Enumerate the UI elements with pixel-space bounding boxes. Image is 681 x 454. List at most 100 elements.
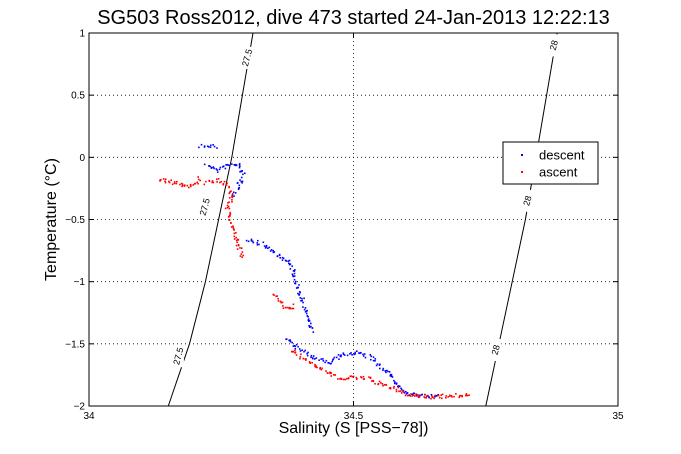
ascent-point <box>239 255 242 257</box>
descent-point <box>206 145 209 148</box>
descent-point <box>237 188 240 190</box>
descent-point <box>358 352 360 354</box>
descent-point <box>273 251 276 253</box>
descent-point <box>314 358 316 360</box>
ascent-point <box>292 350 295 353</box>
ascent-point <box>233 229 235 231</box>
ascent-point <box>282 305 284 307</box>
descent-point <box>272 251 275 254</box>
ascent-point <box>432 396 434 398</box>
ascent-point <box>453 395 455 398</box>
ascent-point <box>433 397 435 400</box>
ascent-point <box>314 363 316 366</box>
ascent-point <box>217 178 220 180</box>
descent-point <box>250 239 253 242</box>
ascent-point <box>168 180 170 183</box>
descent-point <box>209 146 212 149</box>
ascent-point <box>424 396 426 399</box>
ascent-point <box>342 378 345 381</box>
descent-point <box>252 241 255 244</box>
descent-point <box>370 358 372 361</box>
ascent-point <box>225 184 228 186</box>
y-tick-label: 0.5 <box>71 91 85 102</box>
descent-point <box>298 348 301 350</box>
ascent-point <box>242 254 245 257</box>
descent-point <box>297 292 299 295</box>
ascent-point <box>228 192 231 195</box>
contour-label: 28 <box>521 195 533 207</box>
descent-point <box>285 338 288 340</box>
ascent-point <box>346 378 348 380</box>
ascent-point <box>181 185 183 188</box>
ascent-point <box>398 390 400 393</box>
descent-point <box>337 354 340 356</box>
descent-point <box>369 354 372 356</box>
descent-point <box>306 315 309 317</box>
ascent-point <box>230 222 232 224</box>
ascent-point <box>352 375 355 378</box>
descent-point <box>289 268 292 270</box>
descent-point <box>240 170 242 173</box>
contour-label-bg <box>173 345 184 368</box>
descent-point <box>435 395 437 397</box>
descent-point <box>299 297 302 299</box>
ascent-point <box>382 384 384 387</box>
descent-point <box>288 339 290 342</box>
y-tick-label: 0 <box>79 153 85 164</box>
descent-point <box>233 195 235 197</box>
ascent-point <box>363 378 365 380</box>
ascent-point <box>459 395 462 397</box>
ascent-point <box>441 393 444 396</box>
descent-point <box>408 394 411 396</box>
ascent-point <box>402 390 404 393</box>
ascent-point <box>228 216 230 218</box>
descent-point <box>241 182 243 184</box>
ascent-point <box>356 378 358 380</box>
ascent-point <box>284 306 287 309</box>
ascent-point <box>277 297 279 300</box>
ascent-point <box>232 228 235 230</box>
ascent-point <box>351 375 354 378</box>
descent-point <box>297 345 299 348</box>
ascent-point <box>333 374 335 376</box>
descent-point <box>200 143 203 146</box>
descent-point <box>198 146 200 149</box>
descent-point <box>293 272 296 275</box>
ascent-point <box>228 207 231 210</box>
ascent-point <box>226 204 229 207</box>
descent-point <box>301 299 303 302</box>
ascent-point <box>295 354 298 356</box>
descent-point <box>379 367 381 370</box>
descent-point <box>208 146 210 148</box>
ascent-point <box>205 180 207 183</box>
descent-point <box>378 364 381 366</box>
ascent-point <box>181 183 184 185</box>
ascent-point <box>231 195 233 198</box>
descent-point <box>351 354 353 356</box>
descent-point <box>394 381 396 383</box>
ascent-point <box>403 390 405 393</box>
descent-point <box>304 311 307 313</box>
ascent-point <box>362 375 365 378</box>
ascent-point <box>294 349 296 352</box>
ascent-point <box>431 395 433 398</box>
descent-point <box>398 385 400 387</box>
descent-point <box>292 274 294 277</box>
ascent-point <box>170 179 172 181</box>
ascent-point <box>417 396 420 399</box>
ascent-point <box>276 295 278 297</box>
descent-point <box>318 359 320 361</box>
descent-point <box>289 263 292 265</box>
descent-point <box>216 169 219 171</box>
ascent-point <box>299 357 301 360</box>
ascent-point <box>235 239 238 242</box>
descent-point <box>238 184 241 187</box>
descent-point <box>245 239 248 242</box>
ascent-point <box>291 307 293 310</box>
ascent-point <box>400 392 403 394</box>
ascent-point <box>235 236 237 239</box>
ascent-point <box>236 248 239 250</box>
ascent-point <box>292 307 295 310</box>
ascent-point <box>280 301 283 304</box>
descent-point <box>213 167 215 170</box>
